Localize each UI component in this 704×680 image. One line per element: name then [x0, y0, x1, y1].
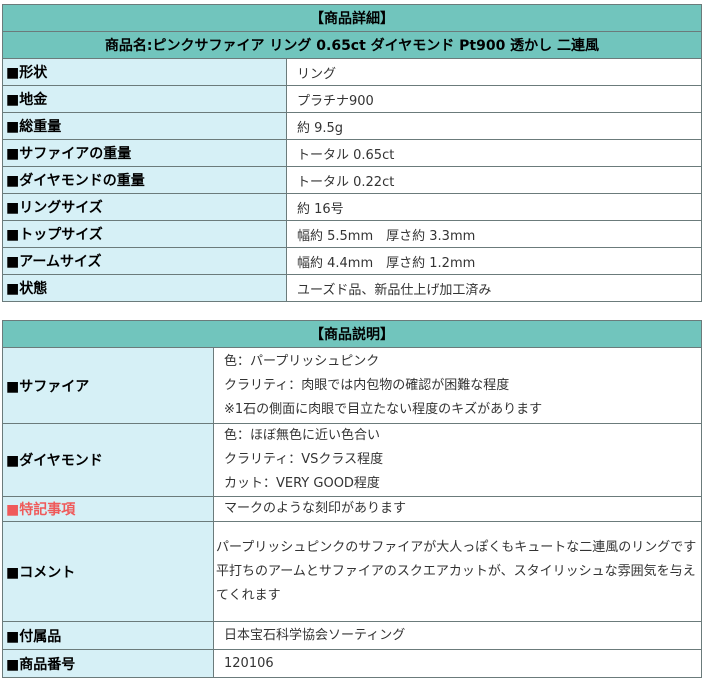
table-row: ■付属品 日本宝石科学協会ソーティング	[2, 621, 702, 650]
row-value: 幅約 5.5mm 厚さ約 3.3mm	[286, 220, 702, 248]
row-value: 約 9.5g	[286, 112, 702, 140]
item-number-label: ■商品番号	[2, 649, 214, 678]
table-row: ■アームサイズ 幅約 4.4mm 厚さ約 1.2mm	[2, 247, 702, 275]
row-label: ■形状	[2, 58, 287, 86]
item-number-value: 120106	[213, 649, 702, 678]
table-row: ■トップサイズ 幅約 5.5mm 厚さ約 3.3mm	[2, 220, 702, 248]
diamond-label: ■ダイヤモンド	[2, 423, 214, 497]
table-row: ■形状 リング	[2, 58, 702, 86]
text-line: 平打ちのアームとサファイアのスクエアカットが、スタイリッシュな雰囲気を与えてくれ…	[216, 563, 696, 603]
row-label: ■リングサイズ	[2, 193, 287, 221]
row-label: ■トップサイズ	[2, 220, 287, 248]
sapphire-value: 色：パープリッシュピンク クラリティ：肉眼では内包物の確認が困難な程度 ※1石の…	[213, 347, 702, 424]
table-row: ■サファイア 色：パープリッシュピンク クラリティ：肉眼では内包物の確認が困難な…	[2, 347, 702, 424]
text-line: カット：VERY GOOD程度	[224, 476, 380, 491]
row-label: ■アームサイズ	[2, 247, 287, 275]
product-details-table: 【商品詳細】 商品名:ピンクサファイア リング 0.65ct ダイヤモンド Pt…	[2, 4, 702, 302]
text-line: パープリッシュピンクのサファイアが大人っぽくもキュートな二連風のリングです	[216, 539, 697, 555]
description-header: 【商品説明】	[2, 320, 702, 348]
row-value: 幅約 4.4mm 厚さ約 1.2mm	[286, 247, 702, 275]
table-row: ■商品番号 120106	[2, 649, 702, 678]
sapphire-label: ■サファイア	[2, 347, 214, 424]
comment-value: パープリッシュピンクのサファイアが大人っぽくもキュートな二連風のリングです 平打…	[213, 521, 702, 622]
row-value: トータル 0.22ct	[286, 166, 702, 194]
row-label: ■地金	[2, 85, 287, 113]
row-label: ■ダイヤモンドの重量	[2, 166, 287, 194]
text-line: 色：ほぼ無色に近い色合い	[224, 428, 381, 443]
product-description-table: 【商品説明】 ■サファイア 色：パープリッシュピンク クラリティ：肉眼では内包物…	[2, 320, 702, 678]
row-label: ■総重量	[2, 112, 287, 140]
row-value: 約 16号	[286, 193, 702, 221]
notes-label: ■特記事項	[2, 496, 214, 522]
accessories-value: 日本宝石科学協会ソーティング	[213, 621, 702, 650]
table-row: ■状態 ユーズド品、新品仕上げ加工済み	[2, 274, 702, 302]
table-row: ■コメント パープリッシュピンクのサファイアが大人っぽくもキュートな二連風のリン…	[2, 521, 702, 622]
row-value: トータル 0.65ct	[286, 139, 702, 167]
table-row: ■特記事項 マークのような刻印があります	[2, 496, 702, 522]
accessories-label: ■付属品	[2, 621, 214, 650]
row-value: プラチナ900	[286, 85, 702, 113]
table-row: ■総重量約 9.5g	[2, 112, 702, 140]
table-row: ■地金 プラチナ900	[2, 85, 702, 113]
notes-value: マークのような刻印があります	[213, 496, 702, 522]
text-line: クラリティ：VSクラス程度	[224, 452, 384, 467]
text-line: 色：パープリッシュピンク	[224, 353, 380, 369]
table-row: ■サファイアの重量 トータル 0.65ct	[2, 139, 702, 167]
product-title: 商品名:ピンクサファイア リング 0.65ct ダイヤモンド Pt900 透かし…	[2, 31, 702, 59]
text-line: クラリティ：肉眼では内包物の確認が困難な程度	[224, 377, 510, 393]
table-row: ■ダイヤモンド 色：ほぼ無色に近い色合い クラリティ：VSクラス程度 カット：V…	[2, 423, 702, 497]
row-value: ユーズド品、新品仕上げ加工済み	[286, 274, 702, 302]
table-row: ■リングサイズ約 16号	[2, 193, 702, 221]
comment-label: ■コメント	[2, 521, 214, 622]
row-label: ■サファイアの重量	[2, 139, 287, 167]
row-value: リング	[286, 58, 702, 86]
table-row: ■ダイヤモンドの重量 トータル 0.22ct	[2, 166, 702, 194]
diamond-value: 色：ほぼ無色に近い色合い クラリティ：VSクラス程度 カット：VERY GOOD…	[213, 423, 702, 497]
row-label: ■状態	[2, 274, 287, 302]
details-header: 【商品詳細】	[2, 4, 702, 32]
text-line: ※1石の側面に肉眼で目立たない程度のキズがあります	[224, 401, 543, 417]
